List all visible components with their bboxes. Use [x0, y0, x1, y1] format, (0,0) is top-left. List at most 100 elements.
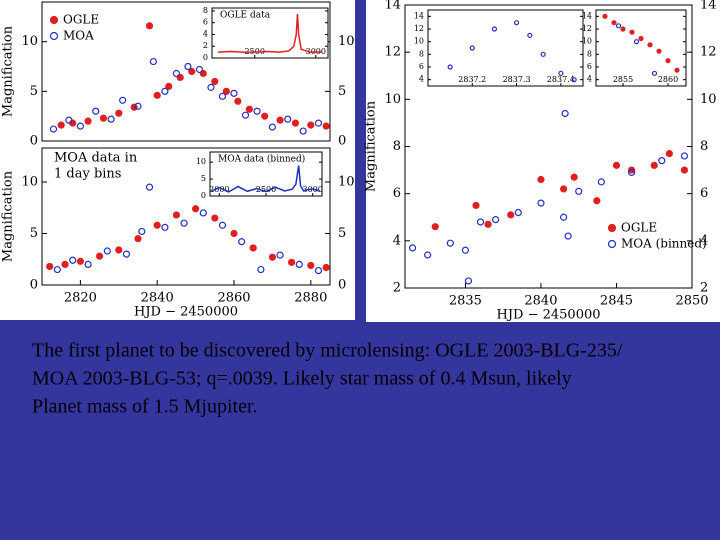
x-axis-label: HJD − 2450000: [134, 305, 238, 320]
data-point: [560, 185, 568, 193]
data-point: [268, 253, 276, 261]
data-point: [513, 20, 520, 26]
data-point: [593, 197, 601, 205]
y-tick-label: 5: [30, 226, 38, 241]
legend-marker: [607, 223, 617, 233]
data-point: [207, 83, 215, 91]
data-point: [46, 262, 54, 271]
data-point: [107, 115, 115, 123]
data-point: [165, 82, 173, 90]
data-point: [446, 239, 454, 247]
y-tick-label: 14: [414, 11, 424, 20]
data-point: [172, 69, 180, 78]
data-point: [276, 116, 284, 124]
plot-frame: [211, 7, 329, 59]
data-line: [211, 165, 321, 193]
caption-line: Planet mass of 1.5 Mjupiter.: [32, 396, 258, 418]
x-tick-label: 2835: [449, 294, 482, 309]
legend-label: OGLE: [63, 13, 99, 27]
y-tick-label: 2: [203, 41, 208, 50]
y-tick-label: 8: [419, 49, 424, 58]
data-point: [314, 119, 323, 127]
y-tick-label: 5: [30, 84, 38, 99]
data-point: [84, 260, 92, 268]
data-point: [253, 107, 261, 115]
data-point: [647, 42, 653, 48]
data-point: [484, 220, 492, 228]
data-point: [571, 77, 577, 83]
data-point: [469, 45, 475, 51]
data-point: [307, 261, 315, 270]
data-point: [115, 246, 123, 254]
data-point: [95, 252, 104, 260]
data-point: [76, 257, 85, 265]
data-point: [537, 175, 545, 184]
data-point: [184, 62, 192, 71]
data-point: [57, 121, 65, 129]
data-point: [65, 116, 73, 124]
data-point: [564, 232, 572, 240]
data-point: [611, 20, 617, 26]
x-tick-label: 2840: [141, 291, 174, 306]
y-tick-label: 6: [393, 186, 401, 201]
y-tick-label: 0: [201, 191, 206, 200]
y-tick-label: 5: [201, 174, 206, 183]
data-point: [476, 218, 485, 226]
data-point: [464, 277, 473, 285]
legend-marker: [607, 239, 617, 249]
x-tick-label: 2837.2: [458, 75, 486, 84]
data-point: [249, 244, 257, 252]
data-point: [627, 168, 636, 177]
inset-title: MOA data (binned): [218, 154, 305, 165]
legend-marker: [49, 31, 59, 41]
y-tick-label: 10: [338, 174, 355, 189]
y-tick-label: 12: [414, 24, 424, 33]
data-point: [627, 166, 636, 174]
data-point: [665, 149, 673, 158]
x-tick-label: 2000: [209, 185, 229, 194]
data-point: [192, 205, 200, 213]
y-tick-label: 12: [700, 45, 717, 60]
data-point: [288, 258, 296, 266]
data-point: [299, 127, 307, 135]
data-point: [99, 114, 108, 122]
data-point: [238, 238, 246, 246]
data-point: [431, 223, 439, 231]
data-point: [145, 183, 154, 191]
data-point: [307, 121, 315, 129]
data-point: [92, 107, 100, 115]
y-tick-label: 6: [587, 62, 592, 71]
data-point: [188, 67, 196, 76]
data-point: [161, 87, 169, 95]
data-point: [507, 211, 515, 219]
x-tick-label: 2500: [256, 185, 276, 194]
y-tick-label: 6: [700, 186, 708, 201]
data-point: [234, 97, 242, 105]
data-point: [651, 70, 658, 76]
plot-frame: [209, 151, 323, 197]
y-tick-label: 0: [30, 134, 38, 149]
data-point: [674, 67, 680, 73]
data-point: [461, 246, 470, 254]
legend-label: OGLE: [621, 221, 657, 235]
y-tick-label: 14: [582, 11, 592, 20]
y-tick-label: 10: [582, 37, 592, 46]
x-tick-label: 2855: [613, 75, 633, 84]
plot-frame: [595, 9, 687, 87]
y-tick-label: 10: [196, 157, 206, 166]
y-tick-label: 12: [582, 24, 592, 33]
y-tick-label: 4: [203, 29, 208, 38]
data-point: [537, 199, 545, 207]
caption-line: The first planet to be discovered by mic…: [32, 340, 623, 362]
data-point: [180, 219, 188, 227]
data-point: [314, 266, 323, 275]
data-point: [245, 105, 253, 113]
y-tick-label: 0: [30, 278, 38, 293]
data-point: [656, 48, 662, 54]
y-tick-label: 14: [384, 0, 401, 13]
data-point: [134, 235, 142, 243]
data-point: [322, 263, 330, 272]
data-point: [680, 152, 689, 160]
x-tick-label: 2845: [600, 294, 633, 309]
data-point: [161, 223, 169, 231]
